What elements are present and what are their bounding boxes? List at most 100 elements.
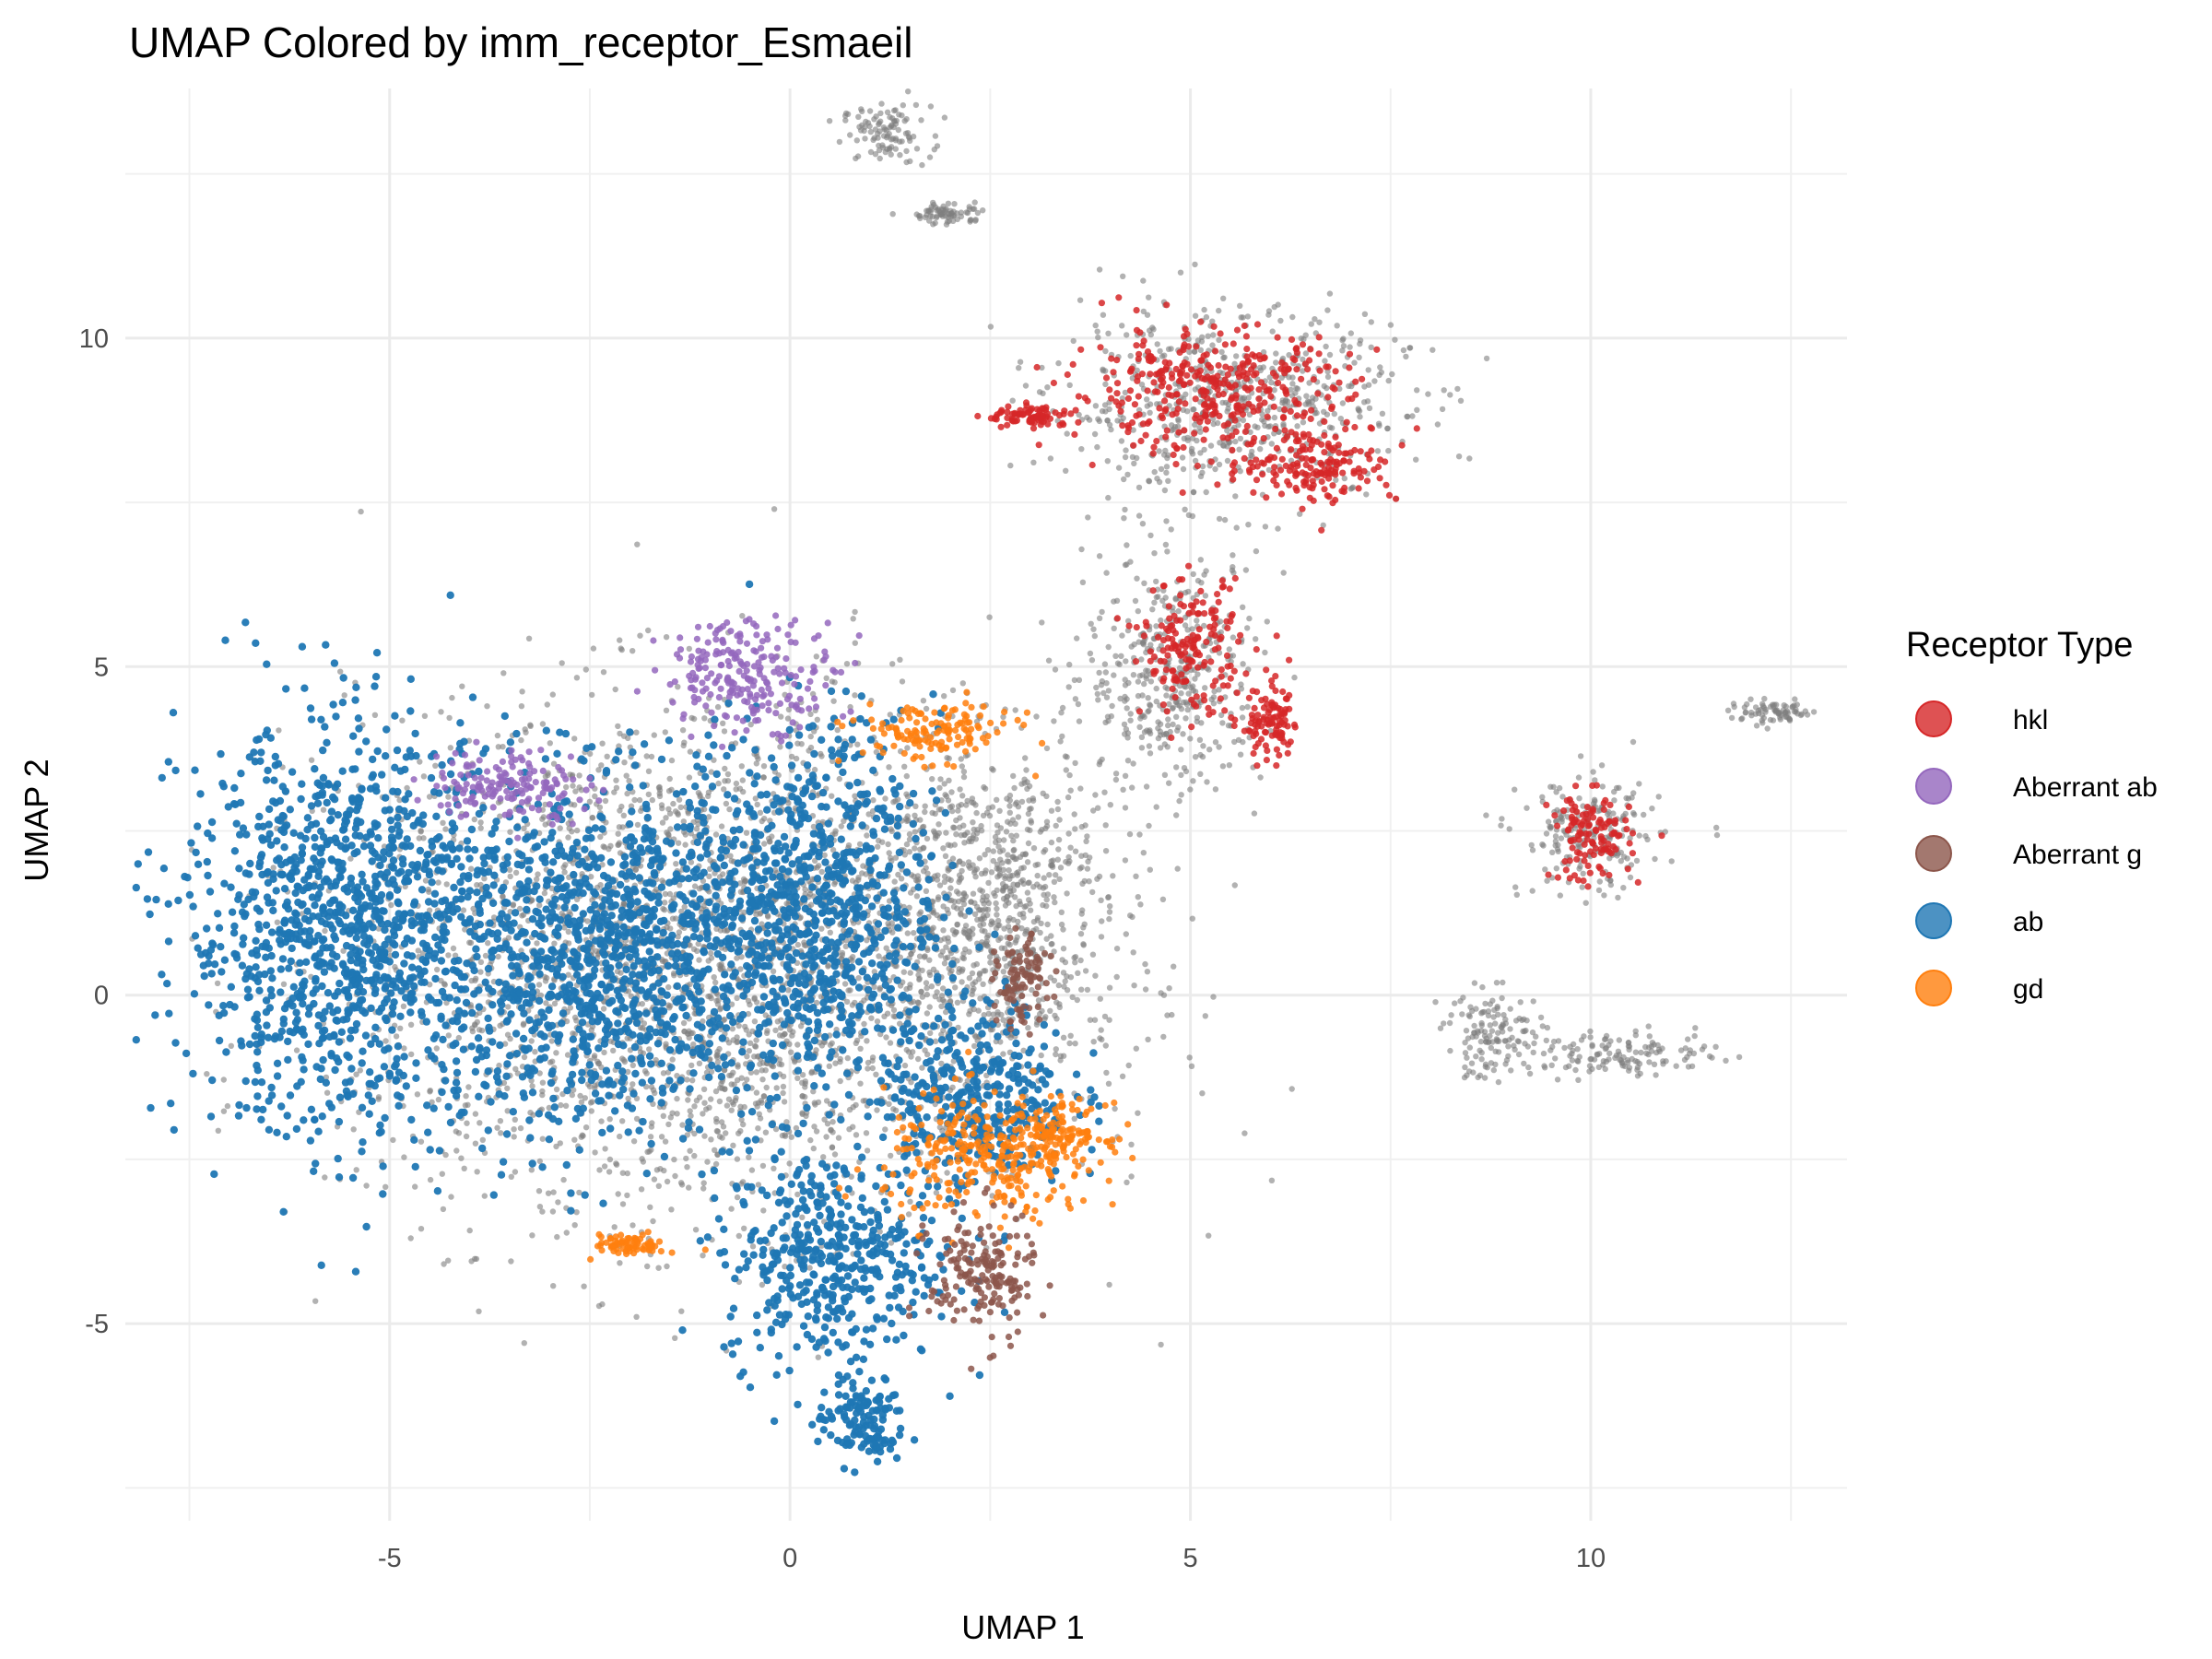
unlabeled-point (949, 1084, 956, 1091)
unlabeled-point (1117, 695, 1124, 702)
unlabeled-point (888, 151, 894, 158)
unlabeled-point (1141, 729, 1148, 735)
unlabeled-point (986, 614, 993, 620)
unlabeled-point (1147, 409, 1153, 416)
unlabeled-point (700, 1086, 708, 1093)
unlabeled-point (701, 715, 708, 722)
unlabeled-point (563, 783, 570, 791)
unlabeled-point (1519, 1017, 1525, 1024)
unlabeled-point (645, 627, 652, 634)
unlabeled-point (838, 823, 844, 830)
unlabeled-point (1079, 907, 1086, 913)
unlabeled-point (658, 802, 665, 808)
unlabeled-point (1131, 982, 1137, 989)
unlabeled-point (740, 788, 747, 795)
unlabeled-point (938, 993, 946, 999)
unlabeled-point (958, 905, 965, 912)
unlabeled-point (1414, 387, 1420, 394)
unlabeled-point (1051, 894, 1057, 900)
unlabeled-point (948, 789, 955, 795)
unlabeled-point (915, 999, 922, 1006)
unlabeled-point (1145, 709, 1151, 715)
unlabeled-point (1216, 687, 1222, 693)
unlabeled-point (1028, 819, 1035, 826)
unlabeled-point (621, 759, 628, 766)
unlabeled-point (987, 959, 994, 966)
unlabeled-point (1648, 1043, 1655, 1050)
unlabeled-point (1289, 313, 1296, 321)
unlabeled-point (1196, 736, 1204, 743)
unlabeled-point (940, 203, 947, 209)
unlabeled-point (1019, 910, 1027, 917)
unlabeled-point (663, 1041, 669, 1047)
unlabeled-point (655, 1265, 662, 1271)
unlabeled-point (1240, 661, 1246, 667)
unlabeled-point (1529, 1029, 1536, 1036)
unlabeled-point (1481, 1075, 1488, 1081)
unlabeled-point (982, 852, 988, 858)
unlabeled-point (955, 803, 962, 809)
unlabeled-point (1006, 809, 1014, 816)
unlabeled-point (650, 1218, 656, 1225)
unlabeled-point (1156, 448, 1162, 454)
unlabeled-point (1545, 818, 1552, 825)
unlabeled-point (1540, 1050, 1547, 1057)
unlabeled-point (562, 1102, 570, 1110)
unlabeled-point (912, 812, 918, 818)
unlabeled-point (1153, 698, 1160, 705)
unlabeled-point (995, 843, 1002, 850)
unlabeled-point (595, 1060, 603, 1066)
unlabeled-point (1743, 709, 1749, 715)
unlabeled-point (751, 1042, 759, 1050)
unlabeled-point (659, 819, 666, 826)
unlabeled-point (1181, 765, 1188, 771)
unlabeled-point (1447, 392, 1453, 398)
unlabeled-point (882, 1126, 888, 1133)
unlabeled-point (1230, 564, 1236, 571)
unlabeled-point (917, 215, 924, 222)
unlabeled-point (829, 1144, 836, 1150)
unlabeled-point (1077, 297, 1084, 303)
unlabeled-point (1224, 457, 1231, 465)
unlabeled-point (1161, 771, 1169, 778)
unlabeled-point (1077, 931, 1085, 937)
unlabeled-point (988, 869, 995, 876)
unlabeled-point (1265, 308, 1273, 314)
unlabeled-point (1699, 1046, 1706, 1053)
unlabeled-point (1668, 858, 1675, 865)
unlabeled-point (1137, 901, 1144, 908)
unlabeled-point (922, 803, 928, 809)
unlabeled-point (612, 686, 618, 693)
unlabeled-point (1363, 491, 1370, 498)
unlabeled-point (1590, 769, 1596, 775)
unlabeled-point (1067, 844, 1074, 851)
unlabeled-point (968, 899, 974, 905)
unlabeled-point (438, 709, 444, 715)
unlabeled-point (641, 1068, 649, 1075)
unlabeled-point (1013, 832, 1020, 839)
unlabeled-point (1505, 1043, 1512, 1050)
unlabeled-point (718, 1119, 725, 1125)
unlabeled-point (477, 819, 484, 826)
unlabeled-point (1231, 738, 1238, 746)
unlabeled-point (1168, 346, 1174, 352)
unlabeled-point (560, 1176, 567, 1183)
unlabeled-point (1086, 878, 1092, 885)
unlabeled-point (847, 987, 853, 994)
unlabeled-point (371, 712, 379, 718)
unlabeled-point (476, 1308, 482, 1315)
unlabeled-point (1138, 734, 1146, 740)
unlabeled-point (856, 841, 864, 848)
unlabeled-point (1755, 710, 1762, 717)
unlabeled-point (878, 100, 885, 107)
unlabeled-point (1127, 711, 1134, 717)
unlabeled-point (1018, 798, 1026, 806)
unlabeled-point (877, 1229, 883, 1235)
unlabeled-point (1605, 810, 1611, 818)
unlabeled-point (1134, 575, 1140, 582)
unlabeled-point (1028, 806, 1034, 812)
unlabeled-point (786, 1160, 793, 1167)
unlabeled-point (1138, 382, 1146, 388)
unlabeled-point (1095, 697, 1101, 703)
unlabeled-point (1544, 877, 1550, 884)
